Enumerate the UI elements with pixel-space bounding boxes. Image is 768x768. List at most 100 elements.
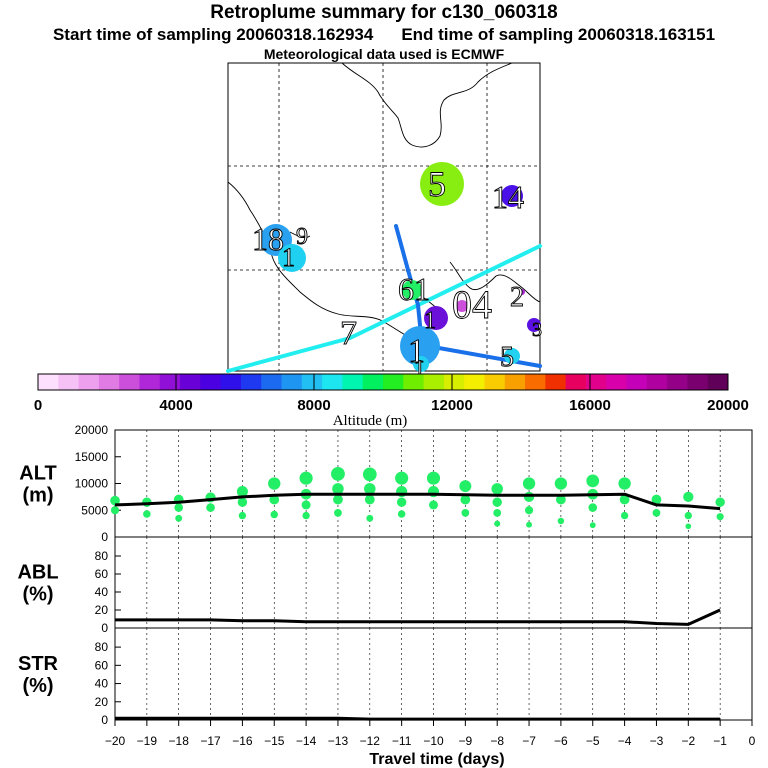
colorbar-swatch <box>240 374 262 390</box>
y-axis-unit: (%) <box>22 675 53 697</box>
colorbar-tick-label: 0 <box>34 397 42 414</box>
colorbar-swatch <box>403 374 424 390</box>
x-tick-label: −20 <box>105 734 126 748</box>
colorbar-swatch <box>443 374 465 390</box>
altitude-point <box>331 466 345 481</box>
colorbar-swatch <box>362 374 384 390</box>
colorbar-swatch <box>200 374 222 390</box>
map-panel: 5 14 18 9 1 61 04 2 7 1 3 1 5 1 <box>226 62 542 380</box>
altitude-point <box>652 509 661 517</box>
colorbar-swatch <box>383 374 404 390</box>
colorbar-swatch <box>139 374 161 390</box>
altitude-colorbar: 0 4000 8000 12000 16000 20000 <box>34 373 749 414</box>
plume-marker <box>413 356 429 372</box>
altitude-point <box>366 514 374 522</box>
day-label: 7 <box>340 315 357 352</box>
colorbar-swatch <box>322 374 343 390</box>
colorbar-swatch <box>423 374 445 390</box>
altitude-point <box>333 494 343 505</box>
altitude-point <box>491 483 503 495</box>
x-tick-label: −2 <box>681 734 695 748</box>
colorbar-tick-label: 8000 <box>297 397 330 414</box>
altitude-point <box>175 514 183 522</box>
colorbar-swatch <box>687 374 709 390</box>
colorbar-swatch <box>98 374 120 390</box>
y-tick-label: 80 <box>95 640 109 654</box>
y-axis-label: STR <box>18 653 59 675</box>
start-time-label: Start time of sampling 20060318.162934 <box>52 25 374 44</box>
chart-title: Retroplume summary for c130_060318 <box>210 2 558 23</box>
altitude-point <box>554 477 568 490</box>
plume-markers <box>260 162 541 372</box>
altitude-point <box>683 491 694 503</box>
altitude-point <box>555 494 566 505</box>
y-tick-label: 15000 <box>75 450 109 464</box>
time-series-panels: 05000100001500020000ALT(m)020406080ABL(%… <box>17 423 753 727</box>
x-tick-label: −12 <box>360 734 381 748</box>
y-tick-label: 5000 <box>81 503 108 517</box>
x-tick-label: −19 <box>137 734 158 748</box>
x-tick-label: −3 <box>650 734 664 748</box>
colorbar-swatch <box>38 374 59 390</box>
colorbar-tick-label: 12000 <box>431 397 473 414</box>
y-axis-unit: (m) <box>22 485 53 507</box>
colorbar-swatch <box>159 374 181 390</box>
trajectory-blue <box>394 224 542 368</box>
altitude-point <box>618 477 631 490</box>
x-tick-label: −16 <box>232 734 253 748</box>
altitude-point <box>588 503 598 512</box>
colorbar-swatch <box>119 374 140 390</box>
colorbar-swatch <box>58 374 79 390</box>
colorbar-swatch <box>78 374 100 390</box>
altitude-point <box>492 497 502 507</box>
altitude-point <box>459 480 472 493</box>
colorbar-swatch <box>220 374 242 390</box>
x-tick-label: −6 <box>554 734 568 748</box>
y-tick-label: 0 <box>101 713 108 727</box>
plume-marker <box>400 326 440 366</box>
day-label: 1 <box>408 333 425 370</box>
altitude-point <box>237 497 248 507</box>
altitude-point <box>206 503 215 512</box>
plume-marker <box>420 162 464 206</box>
day-label: 04 <box>452 282 492 327</box>
altitude-point <box>426 471 441 485</box>
altitude-point <box>524 506 534 515</box>
colorbar-swatch <box>261 374 282 390</box>
colorbar-swatch <box>667 374 688 390</box>
altitude-point <box>620 511 629 520</box>
x-tick-label: 0 <box>749 734 756 748</box>
altitude-point <box>429 500 438 510</box>
altitude-point <box>684 511 692 520</box>
altitude-point <box>685 523 692 530</box>
day-label: 2 <box>510 282 524 313</box>
colorbar-title: Altitude (m) <box>333 413 408 429</box>
x-tick-label: −13 <box>328 734 349 748</box>
y-tick-label: 20 <box>95 695 109 709</box>
day-label: 5 <box>428 164 446 204</box>
colorbar-tick-label: 16000 <box>569 397 611 414</box>
series-line <box>115 716 721 721</box>
series-line <box>115 608 721 626</box>
x-tick-label: −9 <box>459 734 473 748</box>
y-axis-label: ABL <box>17 562 58 584</box>
altitude-point <box>299 471 313 485</box>
colorbar-tick-label: 4000 <box>159 397 192 414</box>
colorbar-swatch <box>464 374 485 390</box>
colorbar-swatch <box>180 374 201 390</box>
trajectory-cyan <box>226 244 542 373</box>
colorbar-swatch <box>484 374 506 390</box>
colorbar-swatch <box>606 374 627 390</box>
trajectories <box>226 224 542 373</box>
y-tick-label: 60 <box>95 658 109 672</box>
panel-abl: 0 20 40 60 80 ABL(%) <box>17 536 753 635</box>
altitude-point <box>143 510 151 518</box>
altitude-point <box>586 474 600 488</box>
colorbar-swatch <box>565 374 587 390</box>
altitude-point <box>494 520 501 527</box>
y-tick-label: 20000 <box>75 423 109 437</box>
altitude-point <box>397 510 406 518</box>
panel-str: 0 20 40 60 80 STR(%) <box>18 627 753 727</box>
x-tick-label: −4 <box>618 734 632 748</box>
